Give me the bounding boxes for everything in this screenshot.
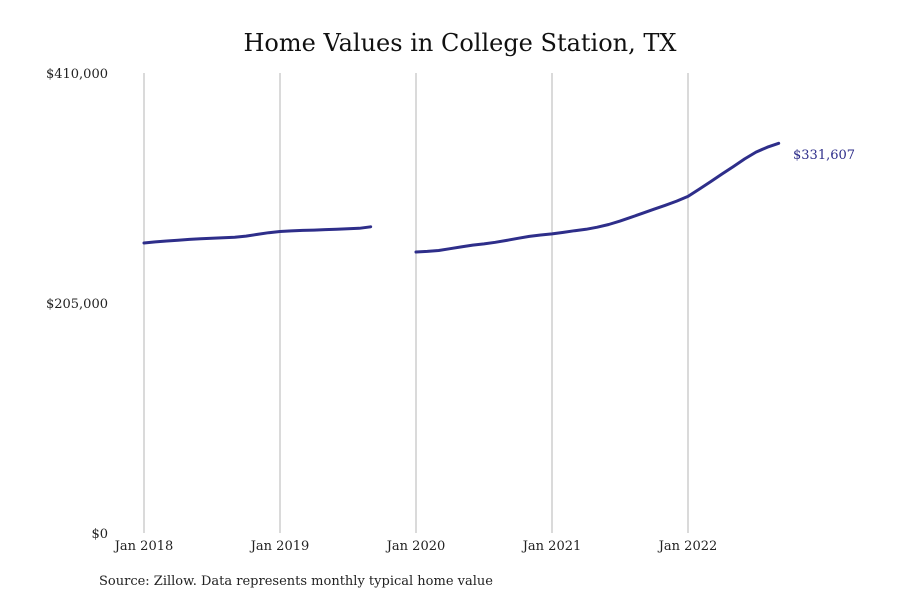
x-axis-ticks: Jan 2018 Jan 2019 Jan 2020 Jan 2021 Jan 2022: [113, 539, 718, 554]
y-axis-ticks: $0 $205,000 $410,000: [46, 67, 108, 542]
y-tick-label: $410,000: [46, 67, 108, 82]
x-tick-label: Jan 2018: [113, 539, 174, 554]
x-tick-label: Jan 2022: [657, 539, 718, 554]
y-tick-label: $205,000: [46, 297, 108, 312]
grid-lines: [143, 73, 689, 533]
x-tick-label: Jan 2020: [385, 539, 446, 554]
x-tick-label: Jan 2019: [249, 539, 310, 554]
last-value-label: $331,607: [793, 148, 855, 163]
y-tick-label: $0: [91, 527, 108, 542]
x-tick-label: Jan 2021: [521, 539, 582, 554]
source-note: Source: Zillow. Data represents monthly …: [99, 574, 493, 589]
chart-title: Home Values in College Station, TX: [244, 29, 677, 57]
series-lines: [142, 141, 781, 254]
series-line-segment-1: [142, 225, 373, 245]
series-line-segment-2: [414, 141, 781, 254]
